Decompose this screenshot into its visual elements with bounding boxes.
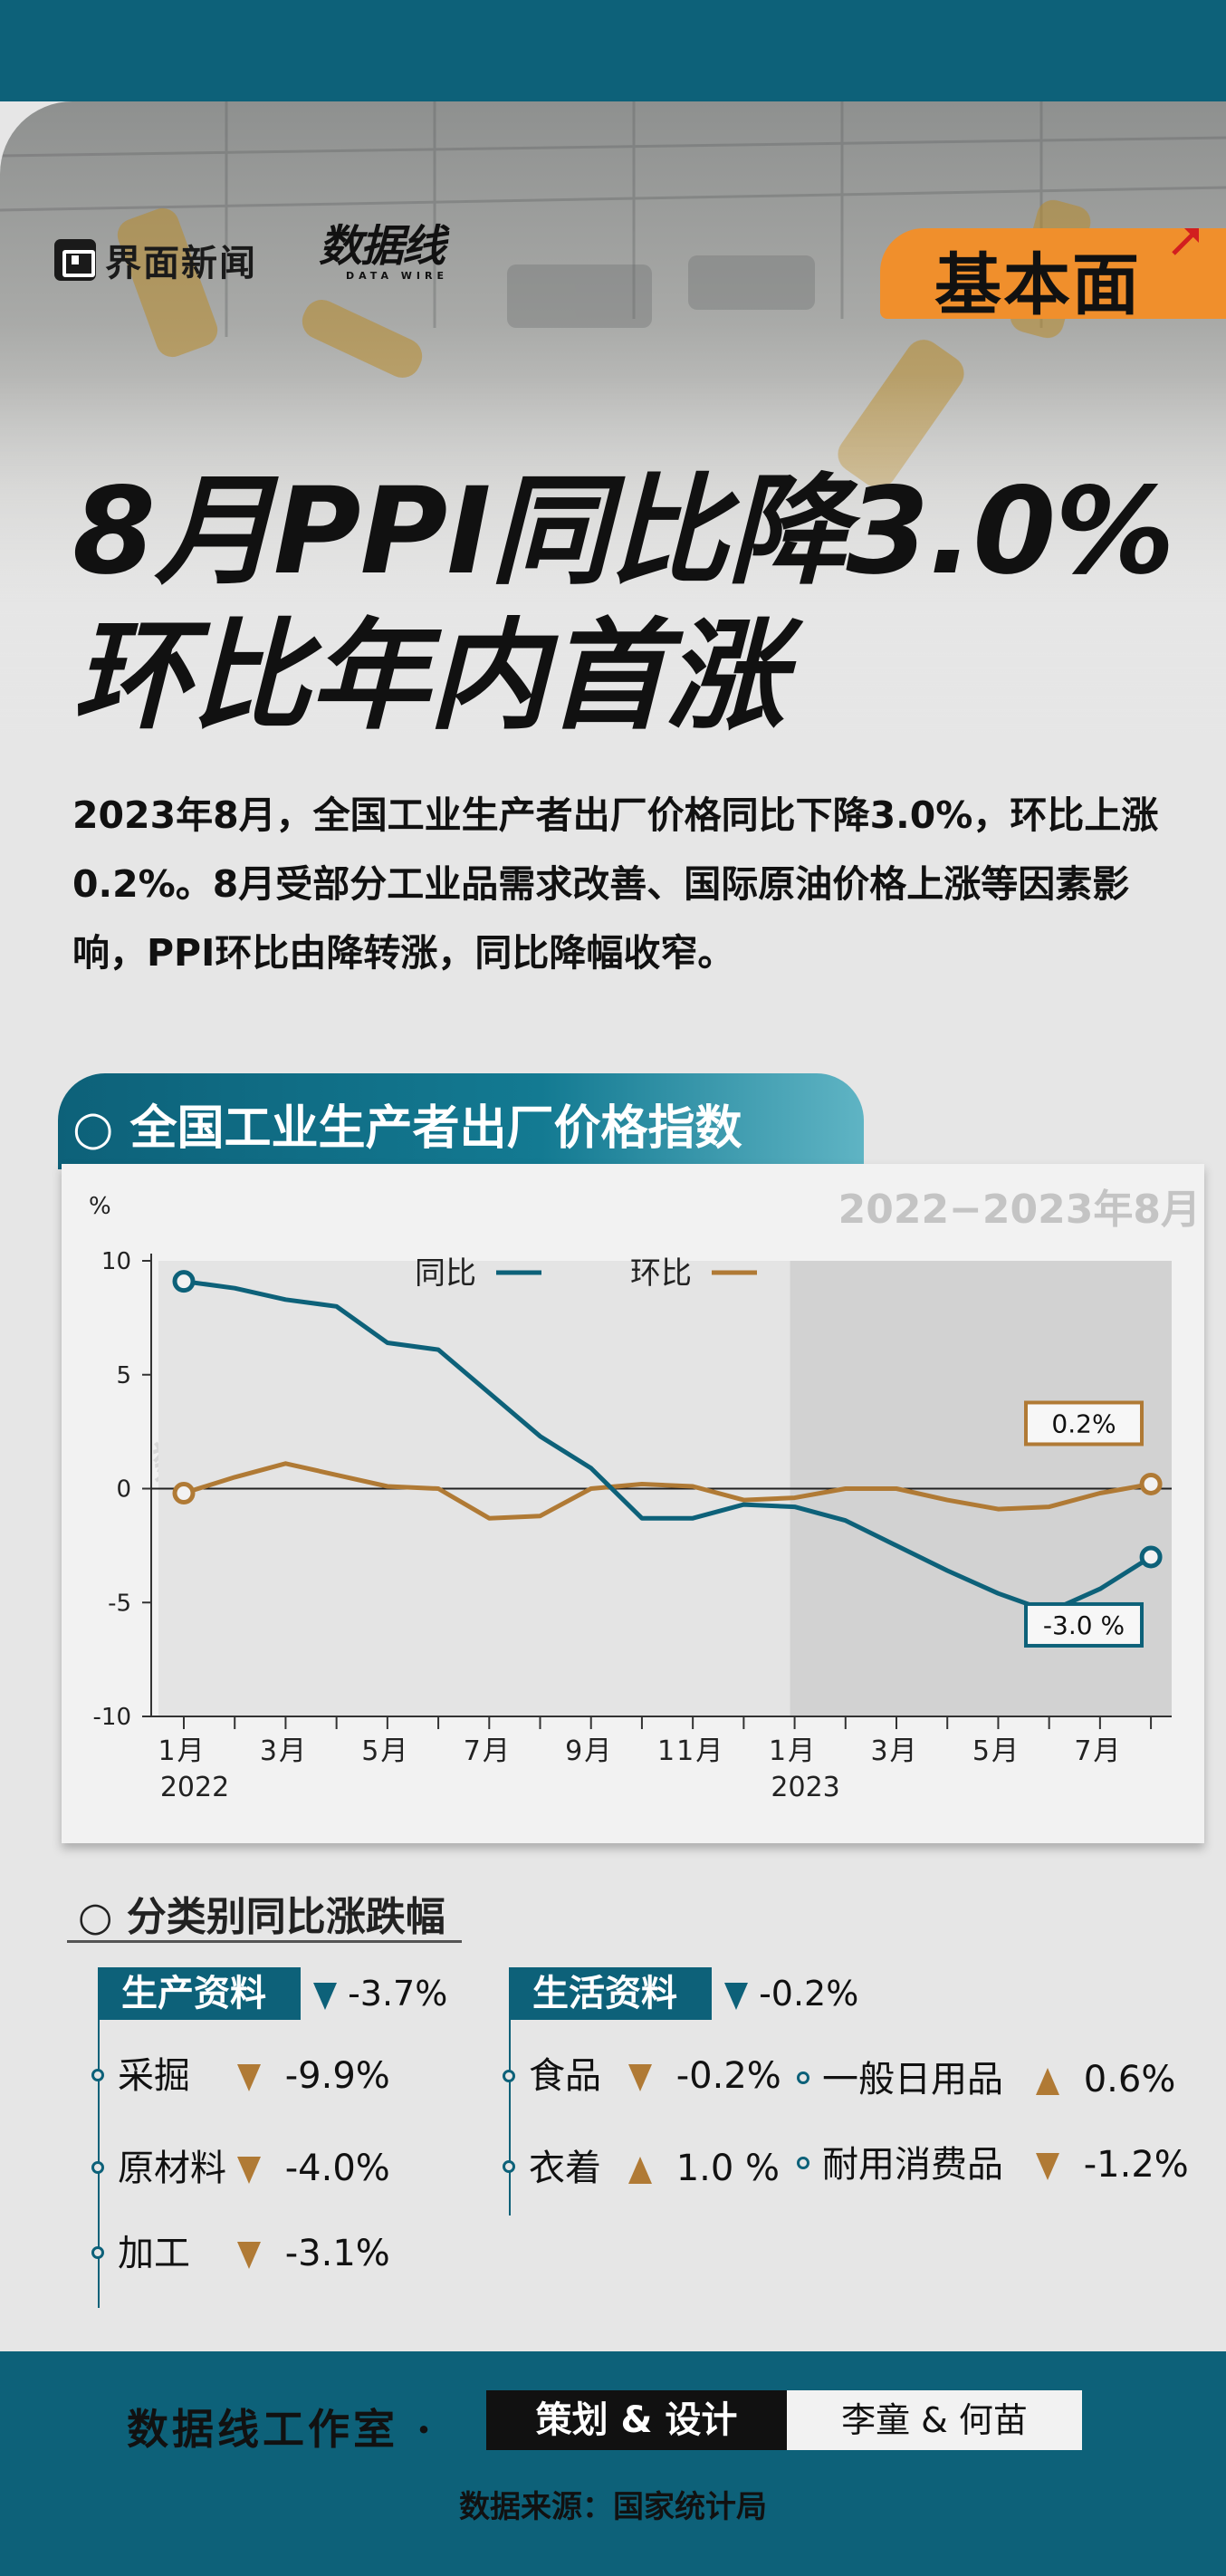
bullet-dot (797, 2157, 809, 2169)
x-tick-label: 9月 (565, 1735, 613, 1767)
jiemian-logo-text: 界面新闻 (105, 243, 257, 284)
section-title: ○ 全国工业生产者出厂价格指数 (72, 1101, 742, 1156)
x-year-label: 2022 (160, 1772, 229, 1803)
x-year-label: 2023 (771, 1772, 839, 1803)
item-durables: 耐用消费品 (822, 2144, 1003, 2186)
item-daily-goods-value: 0.6% (1036, 2054, 1175, 2105)
datawire-logo-sub: DATA WIRE (346, 270, 448, 282)
y-tick-label: -10 (93, 1704, 131, 1731)
up-triangle-icon (1036, 2068, 1059, 2095)
endpoint-marker (172, 1482, 196, 1505)
top-band (0, 0, 1226, 101)
category-subtitle-underline (67, 1940, 462, 1943)
x-tick-label: 5月 (361, 1735, 409, 1767)
bullet-dot (503, 2160, 515, 2173)
headline-line-1: 8月PPI同比降3.0% (72, 462, 1175, 601)
living-label: 生活资料 (509, 1967, 712, 2020)
item-durables-value: -1.2% (1036, 2139, 1189, 2190)
credit-role: 策划 & 设计 (486, 2390, 787, 2450)
endpoint-marker (1139, 1545, 1163, 1569)
item-clothing: 衣着 (529, 2148, 601, 2189)
y-tick-label: -5 (108, 1590, 131, 1617)
living-value-text: -0.2% (759, 1974, 859, 2014)
item-food: 食品 (529, 2055, 601, 2097)
item-raw-materials: 原材料 (118, 2148, 226, 2189)
item-raw-materials-value: -4.0% (237, 2143, 390, 2194)
category-badge-text: 基本面 (934, 246, 1141, 324)
jiemian-logo-icon (54, 239, 96, 281)
chart-date-range: 2022−2023年8月 (838, 1187, 1201, 1233)
annotation-box (1024, 1400, 1144, 1447)
section-tab (58, 1073, 864, 1169)
y-tick-label: 10 (101, 1248, 131, 1275)
studio-name: 数据线工作室 · (127, 2405, 436, 2454)
annotation-label: -3.0 % (1043, 1610, 1125, 1640)
x-tick-label: 1月 (158, 1735, 206, 1767)
annotation-box (1024, 1601, 1144, 1648)
down-triangle-icon (313, 1982, 337, 2010)
arrow-up-right-icon (1172, 228, 1199, 255)
down-triangle-icon (237, 2064, 261, 2091)
y-tick-label: 5 (116, 1362, 131, 1389)
bullet-dot (503, 2070, 515, 2082)
x-tick-label: 11月 (657, 1735, 724, 1767)
item-food-value: -0.2% (628, 2051, 781, 2101)
headline-line-2: 环比年内首涨 (72, 607, 785, 746)
annotation-label: 0.2% (1051, 1408, 1116, 1438)
production-value-text: -3.7% (348, 1974, 448, 2014)
y-tick-label: 0 (116, 1476, 131, 1504)
bullet-dot (91, 2246, 104, 2259)
endpoint-marker (172, 1270, 196, 1293)
datawire-logo: 数据线 DATA WIRE (319, 223, 448, 282)
intro-paragraph: 2023年8月，全国工业生产者出厂价格同比下降3.0%，环比上涨0.2%。8月受… (72, 793, 1159, 975)
x-tick-label: 7月 (464, 1735, 512, 1767)
down-triangle-icon (237, 2242, 261, 2269)
bullet-dot (91, 2161, 104, 2174)
y-axis-unit: % (89, 1193, 111, 1220)
series-line-mom (183, 1461, 1152, 1521)
footer-band (0, 2351, 1226, 2576)
credit-names: 李童 & 何苗 (787, 2390, 1082, 2450)
down-triangle-icon (628, 2064, 652, 2091)
down-triangle-icon (1036, 2153, 1059, 2180)
series-line-yoy (183, 1279, 1153, 1614)
bullet-dot (91, 2069, 104, 2081)
item-mining: 采掘 (118, 2055, 190, 2097)
legend-label-mom: 环比 (630, 1255, 692, 1292)
down-triangle-icon (237, 2157, 261, 2184)
x-tick-label: 3月 (260, 1735, 308, 1767)
endpoint-marker (1139, 1472, 1163, 1495)
item-processing: 加工 (118, 2233, 190, 2274)
x-tick-label: 5月 (972, 1735, 1020, 1767)
data-source: 数据来源：国家统计局 (459, 2489, 767, 2525)
living-value: -0.2% (724, 1967, 858, 2020)
living-divider (509, 2020, 511, 2216)
item-clothing-value: 1.0 % (628, 2143, 780, 2194)
bullet-dot (797, 2071, 809, 2084)
item-mining-value: -9.9% (237, 2051, 390, 2101)
hero-photo (0, 101, 1226, 735)
production-label: 生产资料 (98, 1967, 301, 2020)
category-subtitle: ○ 分类别同比涨跌幅 (78, 1894, 445, 1940)
legend-label-yoy: 同比 (415, 1255, 476, 1292)
down-triangle-icon (724, 1982, 748, 2010)
datawire-logo-text: 数据线 (319, 221, 445, 272)
x-tick-label: 7月 (1074, 1735, 1122, 1767)
item-processing-value: -3.1% (237, 2228, 390, 2279)
x-tick-label: 3月 (870, 1735, 918, 1767)
up-triangle-icon (628, 2157, 652, 2184)
jiemian-logo: 界面新闻 (54, 234, 257, 286)
item-daily-goods: 一般日用品 (822, 2059, 1003, 2100)
category-badge (880, 228, 1226, 319)
x-tick-label: 1月 (769, 1735, 817, 1767)
production-value: -3.7% (313, 1967, 447, 2020)
